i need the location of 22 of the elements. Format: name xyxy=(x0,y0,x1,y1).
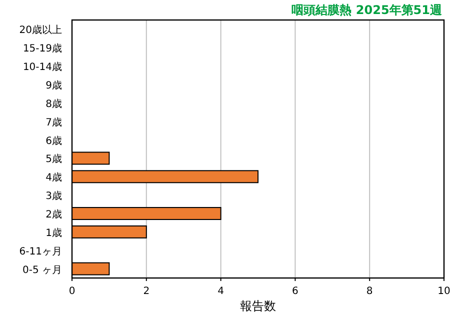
x-tick-label: 8 xyxy=(366,286,373,297)
y-tick-label: 9歳 xyxy=(46,80,62,92)
y-tick-label: 3歳 xyxy=(46,190,62,202)
x-tick-label: 2 xyxy=(143,286,150,297)
y-tick-label: 20歳以上 xyxy=(19,24,62,36)
y-tick-label: 5歳 xyxy=(46,153,62,166)
x-axis-title: 報告数 xyxy=(240,299,276,313)
x-tick-label: 4 xyxy=(218,286,224,297)
y-tick-label: 6-11ヶ月 xyxy=(19,246,62,258)
y-tick-label: 2歳 xyxy=(46,208,62,220)
x-tick-label: 10 xyxy=(438,286,450,297)
y-tick-label: 10-14歳 xyxy=(22,61,62,74)
y-tick-label: 1歳 xyxy=(46,226,62,239)
y-tick-label: 8歳 xyxy=(46,98,62,110)
x-tick-label: 0 xyxy=(68,286,76,297)
x-tick-label: 6 xyxy=(292,286,298,297)
y-tick-label: 6歳 xyxy=(46,134,62,147)
y-tick-label: 4歳 xyxy=(46,172,62,184)
y-tick-label: 15-19歳 xyxy=(22,42,62,55)
y-tick-label: 7歳 xyxy=(46,116,62,128)
y-tick-label: 0-5 ヶ月 xyxy=(22,264,62,276)
chart-title: 咽頭結膜熱 2025年第51週 xyxy=(292,3,443,17)
